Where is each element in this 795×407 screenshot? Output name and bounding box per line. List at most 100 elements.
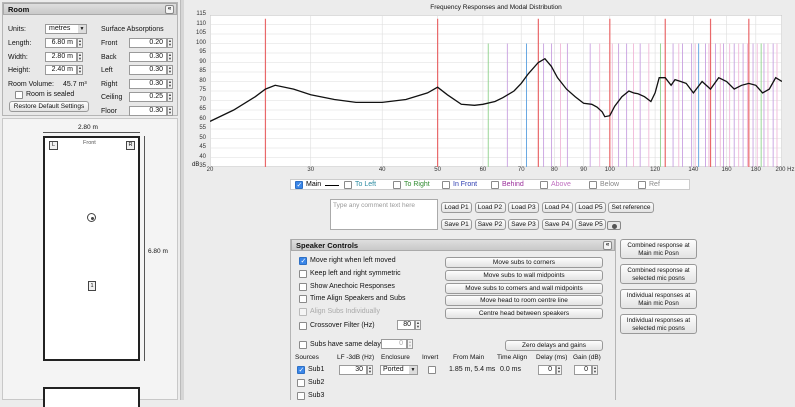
crossover-stepper[interactable]: ▲ ▼: [415, 320, 421, 330]
legend-checkbox-ref[interactable]: [638, 181, 646, 189]
absorption-field-right[interactable]: 0.30: [129, 78, 167, 89]
option-checkbox[interactable]: [299, 269, 307, 278]
x-tick-label: 80: [551, 167, 558, 173]
action-button[interactable]: Move subs to corners: [445, 257, 603, 268]
gain-field[interactable]: 0: [574, 365, 592, 375]
width-stepper[interactable]: ▲ ▼: [77, 52, 83, 62]
source-name: Sub3: [308, 392, 325, 399]
legend-checkbox-to-left[interactable]: [344, 181, 352, 189]
crossover-field[interactable]: 80: [397, 320, 415, 330]
save-p5-button[interactable]: Save P5: [575, 219, 606, 230]
x-tick-label: 50: [434, 167, 441, 173]
same-delay-field[interactable]: 0: [381, 339, 407, 349]
absorption-field-front[interactable]: 0.20: [129, 38, 167, 48]
absorption-field-back[interactable]: 0.30: [129, 51, 167, 62]
height-field[interactable]: 2.40 m: [45, 65, 77, 75]
room-sealed-checkbox[interactable]: [15, 91, 23, 99]
delay-field[interactable]: 0: [538, 365, 556, 375]
length-field[interactable]: 6.80 m: [45, 38, 77, 48]
option-checkbox[interactable]: [299, 295, 307, 304]
invert-checkbox[interactable]: [428, 366, 436, 374]
option-checkbox[interactable]: [299, 257, 307, 265]
column-header: Invert: [422, 354, 439, 361]
comment-placeholder: Type any comment text here: [333, 202, 416, 209]
y-tick-label: 50: [199, 134, 206, 141]
legend-checkbox-above[interactable]: [540, 181, 548, 189]
load-p5-button[interactable]: Load P5: [575, 202, 606, 213]
absorption-stepper[interactable]: ▲ ▼: [167, 38, 173, 48]
crossover-checkbox[interactable]: [299, 322, 307, 330]
load-p1-button[interactable]: Load P1: [441, 202, 472, 213]
response-button[interactable]: Individual responses at selected mic posn…: [620, 314, 697, 334]
save-p3-button[interactable]: Save P3: [508, 219, 539, 230]
load-p4-button[interactable]: Load P4: [541, 202, 573, 213]
load-p3-button[interactable]: Load P3: [508, 202, 539, 213]
response-button[interactable]: Combined response at selected mic posns: [620, 264, 697, 284]
same-delay-checkbox[interactable]: [299, 341, 307, 349]
option-checkbox[interactable]: [299, 308, 307, 317]
legend-checkbox-to-right[interactable]: [393, 181, 401, 189]
action-button[interactable]: Move subs to wall midpoints: [445, 269, 603, 281]
save-p4-button[interactable]: Save P4: [541, 219, 573, 230]
response-button[interactable]: Combined response at Main mic Posn: [620, 239, 697, 259]
plan-front-label: Front: [83, 140, 96, 146]
column-header: LF -3dB (Hz): [337, 354, 375, 361]
camera-icon[interactable]: [607, 221, 621, 230]
room-plan-view: 2.80 m Front L R 1 6.80 m: [2, 118, 178, 407]
absorption-stepper[interactable]: ▲ ▼: [167, 78, 173, 89]
collapse-icon[interactable]: «: [603, 241, 612, 250]
right-speaker-marker[interactable]: R: [126, 141, 135, 150]
absorption-stepper[interactable]: ▲ ▼: [167, 65, 173, 75]
restore-defaults-button[interactable]: Restore Default Settings: [9, 101, 89, 112]
source-checkbox[interactable]: [297, 366, 305, 374]
legend-checkbox-below[interactable]: [589, 181, 597, 189]
room-panel-title: Room: [8, 5, 30, 14]
gain-stepper[interactable]: ▲ ▼: [592, 365, 598, 375]
absorption-stepper[interactable]: ▲ ▼: [167, 105, 173, 116]
listener-head-icon[interactable]: [87, 213, 96, 222]
option-checkbox[interactable]: [299, 282, 307, 291]
sub-marker[interactable]: 1: [88, 281, 96, 291]
legend-checkbox-in-front[interactable]: [442, 181, 450, 189]
time-align-value: 0.0 ms: [500, 366, 522, 373]
lf-field[interactable]: 30: [339, 365, 367, 375]
absorption-stepper[interactable]: ▲ ▼: [167, 92, 173, 102]
set-reference-button[interactable]: Set reference: [608, 202, 654, 213]
lf-stepper[interactable]: ▲ ▼: [367, 365, 373, 375]
height-stepper[interactable]: ▲ ▼: [77, 65, 83, 75]
units-select[interactable]: metres ▼: [45, 24, 87, 34]
x-tick-label: 90: [580, 167, 587, 173]
collapse-icon[interactable]: «: [165, 5, 174, 14]
source-checkbox[interactable]: [297, 379, 305, 387]
plan-length-dim: 6.80 m: [148, 248, 168, 255]
legend-checkbox-behind[interactable]: [491, 181, 499, 189]
y-tick-label: 75: [199, 87, 206, 93]
absorption-stepper[interactable]: ▲ ▼: [167, 51, 173, 62]
enclosure-select[interactable]: Ported ▼: [380, 365, 418, 375]
length-stepper[interactable]: ▲ ▼: [77, 38, 83, 48]
load-p2-button[interactable]: Load P2: [474, 202, 506, 213]
legend-checkbox-main[interactable]: [295, 181, 303, 189]
room-panel-header: Room «: [3, 3, 177, 15]
column-header: Sources: [295, 354, 319, 361]
action-button[interactable]: Centre head between speakers: [445, 308, 603, 320]
option-label: Move right when left moved: [310, 257, 396, 264]
save-p1-button[interactable]: Save P1: [441, 219, 472, 230]
room-outline[interactable]: Front L R 1: [43, 136, 140, 361]
same-delay-stepper[interactable]: ▲ ▼: [407, 339, 413, 349]
left-speaker-marker[interactable]: L: [49, 141, 58, 150]
comment-box[interactable]: Type any comment text here: [330, 199, 438, 230]
source-checkbox[interactable]: [297, 392, 305, 400]
save-p2-button[interactable]: Save P2: [474, 219, 506, 230]
absorption-field-left[interactable]: 0.30: [129, 65, 167, 75]
absorption-field-ceiling[interactable]: 0.25: [129, 92, 167, 102]
delay-stepper[interactable]: ▲ ▼: [556, 365, 562, 375]
action-button[interactable]: Move head to room centre line: [445, 295, 603, 307]
action-button[interactable]: Move subs to corners and wall midpoints: [445, 282, 603, 294]
response-button[interactable]: Individual responses at Main mic Posn: [620, 289, 697, 309]
frequency-chart[interactable]: [210, 15, 782, 167]
zero-delays-button[interactable]: Zero delays and gains: [505, 340, 603, 351]
panel-divider[interactable]: [180, 0, 184, 400]
absorption-field-floor[interactable]: 0.30: [129, 105, 167, 116]
width-field[interactable]: 2.80 m: [45, 52, 77, 62]
